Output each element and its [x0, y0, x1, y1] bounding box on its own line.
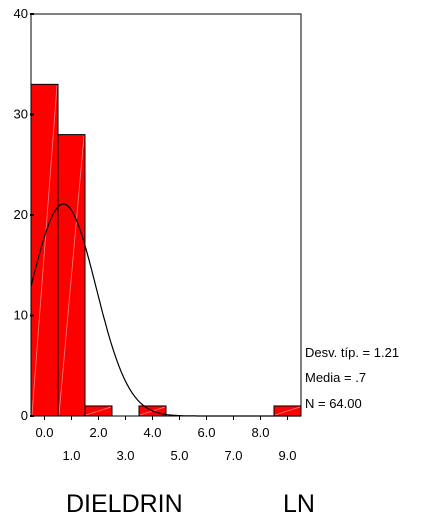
y-tick-label-1: 10: [14, 308, 28, 323]
normal-curve: [30, 203, 301, 417]
y-tick-label-0: 0: [21, 408, 28, 423]
x-tick-label-upper-0: 0.0: [35, 425, 53, 440]
x-axis-label-right: LN: [283, 490, 315, 518]
x-tick-label-lower-2: 5.0: [170, 448, 188, 463]
x-tick-label-upper-3: 6.0: [197, 425, 215, 440]
x-tick-label-lower-3: 7.0: [224, 448, 242, 463]
x-tick-label-upper-4: 8.0: [251, 425, 269, 440]
y-tick-label-4: 40: [14, 6, 28, 21]
x-tick-label-lower-1: 3.0: [116, 448, 134, 463]
y-tick-label-2: 20: [14, 207, 28, 222]
x-tick-label-upper-1: 2.0: [89, 425, 107, 440]
y-tick-label-3: 30: [14, 107, 28, 122]
histogram-bar-highlight-2: [85, 406, 112, 416]
x-tick-label-upper-2: 4.0: [143, 425, 161, 440]
x-axis: 0.0 2.0 4.0 6.0 8.0 1.0 3.0 5.0 7.0 9.0: [35, 416, 297, 463]
x-tick-label-lower-4: 9.0: [278, 448, 296, 463]
stat-mean: Media = .7: [305, 370, 366, 385]
stat-n: N = 64.00: [305, 396, 362, 411]
y-axis: 0 10 20 30 40: [14, 6, 34, 423]
histogram-bar-highlight-1: [58, 135, 85, 416]
stat-sd: Desv. típ. = 1.21: [305, 345, 399, 360]
histogram-bar-highlight-9: [274, 406, 301, 416]
x-axis-label-left: DIELDRIN: [66, 490, 183, 518]
histogram-bar-highlight-0: [31, 85, 58, 416]
x-tick-label-lower-0: 1.0: [62, 448, 80, 463]
